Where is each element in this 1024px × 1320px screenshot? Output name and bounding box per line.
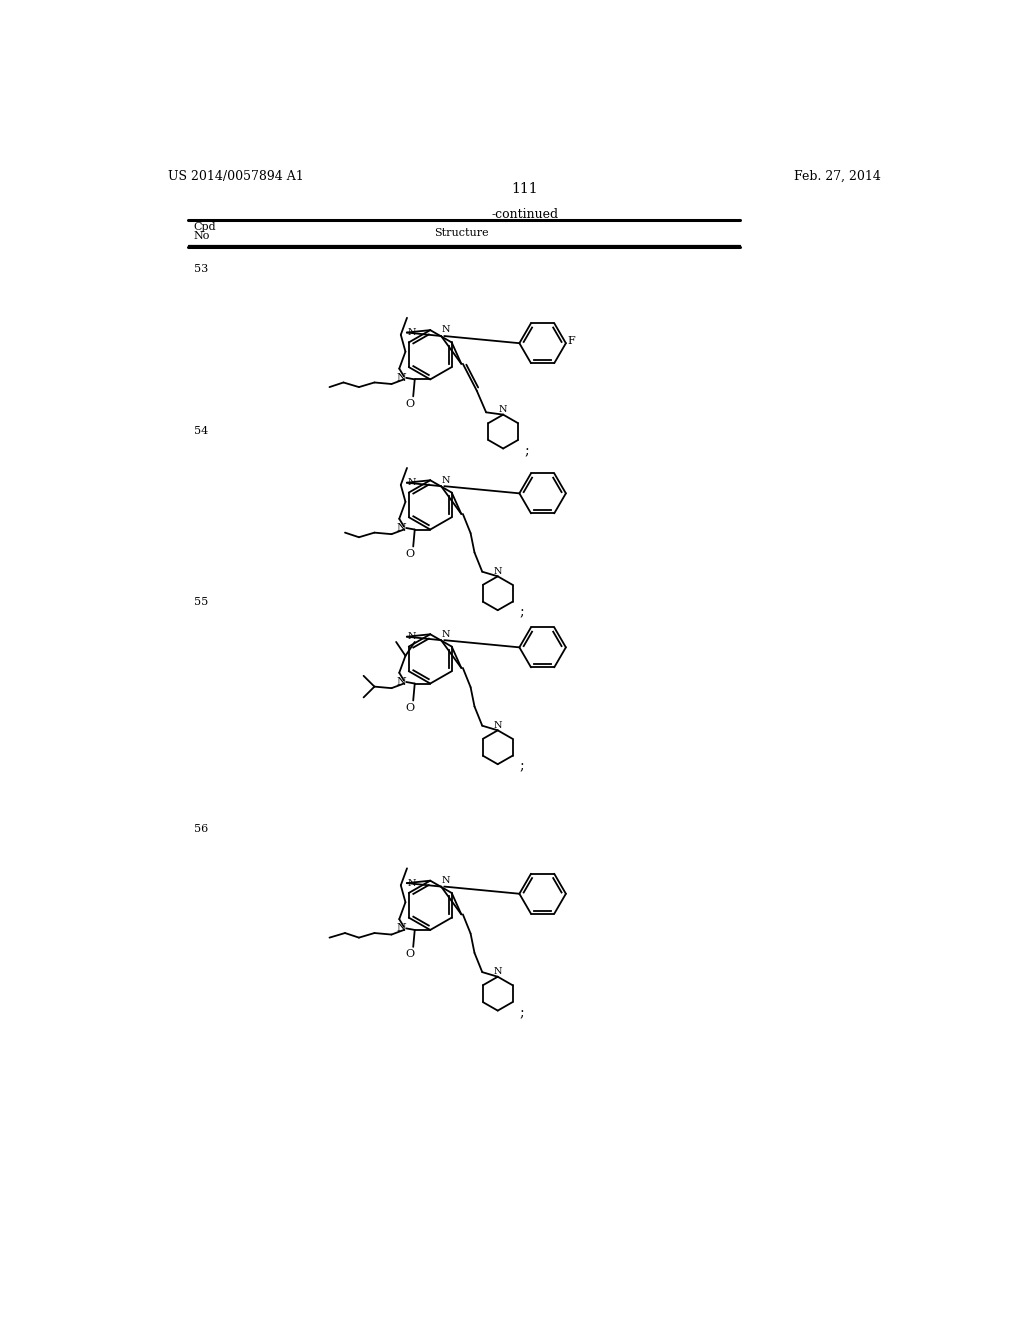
- Text: N: N: [442, 475, 451, 484]
- Text: N: N: [442, 630, 451, 639]
- Text: ;: ;: [519, 759, 524, 774]
- Text: N: N: [499, 405, 508, 414]
- Text: N: N: [408, 879, 416, 887]
- Text: 54: 54: [194, 426, 208, 437]
- Text: Structure: Structure: [434, 227, 488, 238]
- Text: N: N: [408, 329, 416, 337]
- Text: Feb. 27, 2014: Feb. 27, 2014: [795, 170, 882, 183]
- Text: No: No: [194, 231, 210, 240]
- Text: N: N: [442, 326, 451, 334]
- Text: O: O: [406, 949, 415, 960]
- Text: US 2014/0057894 A1: US 2014/0057894 A1: [168, 170, 304, 183]
- Text: N: N: [396, 523, 407, 533]
- Text: ;: ;: [519, 606, 524, 619]
- Text: N: N: [408, 478, 416, 487]
- Text: O: O: [406, 702, 415, 713]
- Text: N: N: [396, 924, 407, 933]
- Text: N: N: [396, 677, 407, 686]
- Text: O: O: [406, 549, 415, 558]
- Text: Cpd: Cpd: [194, 222, 216, 232]
- Text: N: N: [494, 566, 502, 576]
- Text: ;: ;: [519, 1006, 524, 1020]
- Text: ;: ;: [525, 444, 529, 458]
- Text: 55: 55: [194, 598, 208, 607]
- Text: O: O: [406, 399, 415, 409]
- Text: 53: 53: [194, 264, 208, 273]
- Text: N: N: [396, 372, 407, 383]
- Text: 111: 111: [511, 182, 539, 195]
- Text: F: F: [567, 335, 575, 346]
- Text: N: N: [494, 721, 502, 730]
- Text: N: N: [494, 968, 502, 975]
- Text: -continued: -continued: [492, 209, 558, 222]
- Text: N: N: [442, 876, 451, 884]
- Text: 56: 56: [194, 825, 208, 834]
- Text: N: N: [408, 632, 416, 642]
